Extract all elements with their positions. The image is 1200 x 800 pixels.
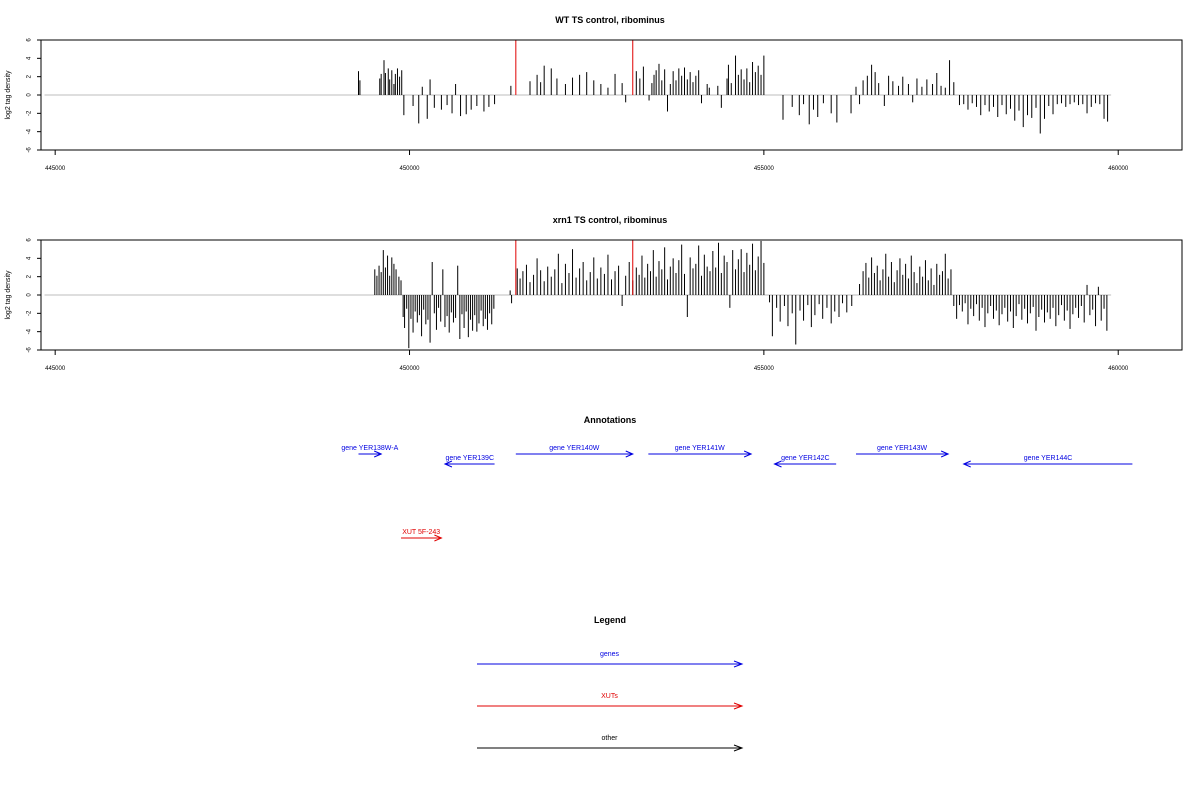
legend-item: XUTs [477, 693, 744, 710]
arrow-head [434, 534, 443, 542]
y-tick-label: 0 [27, 93, 33, 97]
y-tick-label: 2 [27, 74, 33, 78]
annotation-label: gene YER143W [877, 445, 927, 452]
legend-item: genes [477, 651, 744, 668]
red-markers [515, 40, 634, 95]
x-tick-label: 450000 [400, 366, 421, 372]
plot-frame [40, 239, 1183, 351]
legend-items: genes XUTs other [477, 651, 744, 752]
gene-annotation: gene YER141W [648, 445, 753, 458]
panel-title: xrn1 TS control, ribominus [553, 215, 668, 225]
arrow-head [773, 460, 782, 468]
xut-annotations: XUT 5F-243 [401, 529, 443, 542]
arrow-head [625, 450, 635, 458]
density-bars [357, 55, 1109, 134]
legend-label: other [602, 735, 619, 742]
arrow-head [373, 450, 383, 458]
x-tick-label: 455000 [754, 366, 775, 372]
annotation-label: gene YER142C [781, 455, 830, 462]
legend-label: XUTs [601, 693, 618, 700]
gene-annotation: gene YER138W-A [341, 445, 399, 458]
y-tick-label: -6 [27, 347, 33, 353]
gene-annotation: gene YER140W [515, 445, 635, 458]
density-bars [374, 240, 1108, 349]
legend-title: Legend [594, 615, 626, 625]
y-axis: -6 -4 -2 0 2 4 6 [27, 38, 41, 153]
gene-annotation: gene YER139C [443, 455, 495, 468]
x-tick-label: 460000 [1108, 366, 1129, 372]
x-axis: 445000 450000 455000 460000 [45, 350, 1129, 372]
y-axis: -6 -4 -2 0 2 4 6 [27, 238, 41, 353]
arrow-head [940, 450, 950, 458]
arrow-head [443, 460, 453, 468]
annotations-title: Annotations [584, 415, 637, 425]
y-tick-label: 6 [27, 238, 33, 242]
y-tick-label: 4 [27, 56, 33, 60]
xrn1-density-panel: xrn1 TS control, ribominus log2 tag dens… [5, 215, 1183, 372]
legend: Legend genes XUTs other [477, 615, 744, 752]
arrow-head [733, 702, 744, 710]
x-tick-label: 460000 [1108, 166, 1129, 172]
y-tick-label: 0 [27, 293, 33, 297]
y-tick-label: -2 [27, 110, 33, 116]
panel-title: WT TS control, ribominus [555, 15, 665, 25]
legend-item: other [477, 735, 744, 752]
arrow-head [733, 660, 744, 668]
legend-label: genes [600, 651, 620, 658]
y-tick-label: -4 [27, 128, 33, 134]
annotation-label: gene YER138W-A [341, 445, 398, 452]
x-tick-label: 455000 [754, 166, 775, 172]
arrow-head [743, 450, 753, 458]
y-axis-label: log2 tag density [5, 270, 12, 320]
gene-annotation: gene YER143W [856, 445, 950, 458]
y-tick-label: -6 [27, 147, 33, 153]
x-tick-label: 450000 [400, 166, 421, 172]
xut-annotation: XUT 5F-243 [401, 529, 443, 542]
gene-annotations: gene YER138W-A gene YER139C gene YER140W ge… [341, 445, 1133, 468]
x-tick-label: 445000 [45, 366, 66, 372]
plot-frame [40, 39, 1183, 151]
annotation-label: gene YER141W [675, 445, 725, 452]
x-axis: 445000 450000 455000 460000 [45, 150, 1129, 172]
arrow-head [733, 744, 744, 752]
annotation-label: gene YER144C [1024, 455, 1073, 462]
wt-density-panel: WT TS control, ribominus log2 tag densit… [5, 15, 1183, 172]
y-tick-label: 4 [27, 256, 33, 260]
annotation-label: XUT 5F-243 [402, 529, 440, 536]
arrow-head [962, 460, 971, 468]
gene-annotation: gene YER144C [962, 455, 1133, 468]
y-tick-label: -2 [27, 310, 33, 316]
y-tick-label: 6 [27, 38, 33, 42]
y-tick-label: 2 [27, 274, 33, 278]
annotation-label: gene YER139C [445, 455, 494, 462]
x-tick-label: 445000 [45, 166, 66, 172]
gene-annotation: gene YER142C [773, 455, 837, 468]
y-tick-label: -4 [27, 328, 33, 334]
y-axis-label: log2 tag density [5, 70, 12, 120]
annotation-label: gene YER140W [549, 445, 599, 452]
red-markers [515, 240, 634, 295]
